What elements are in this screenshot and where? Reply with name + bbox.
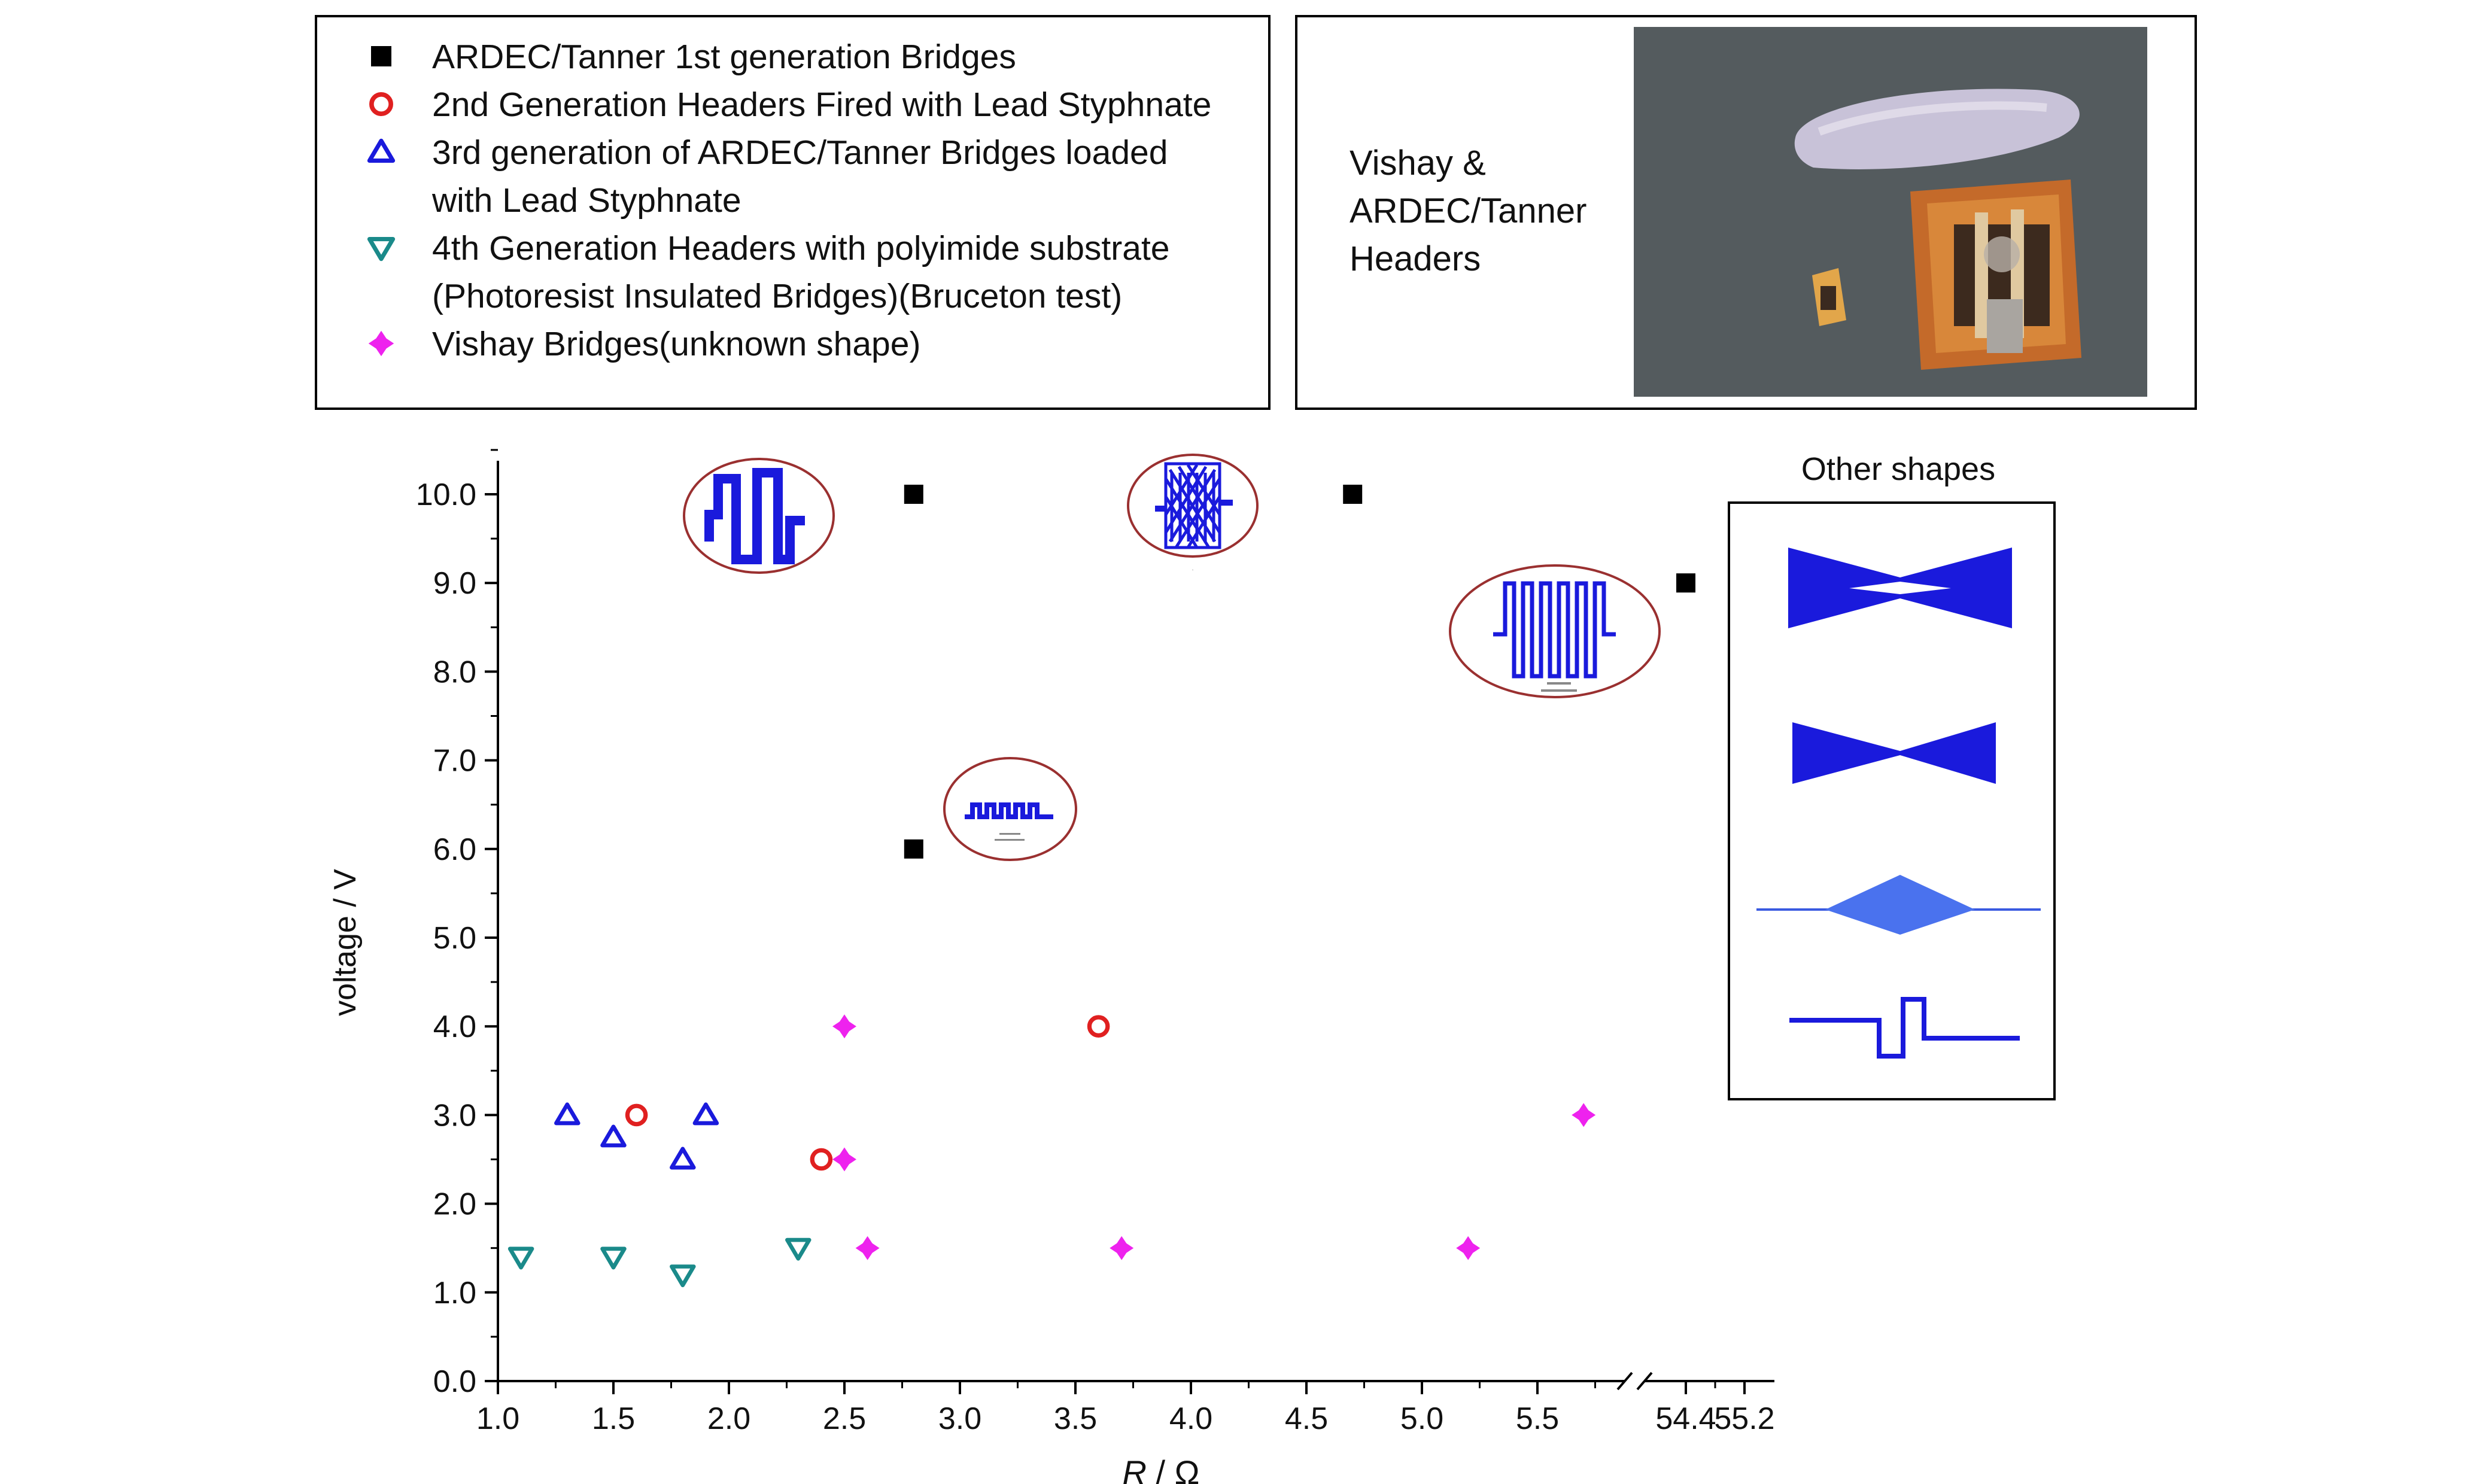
plot-area: 0.01.02.03.04.05.06.07.08.09.010.01.0 1.5… — [328, 449, 1775, 1484]
data-point-square — [904, 839, 923, 859]
legend-marker-triangle-up — [367, 138, 396, 163]
data-point-circle — [1087, 1015, 1110, 1038]
data-point-triangle-down — [600, 1246, 627, 1270]
legend-entry-label: ARDEC/Tanner 1st generation Bridges — [432, 38, 1016, 76]
y-tick-label: 0.0 — [433, 1364, 476, 1399]
bridge-inset-meander-long — [1449, 564, 1661, 698]
data-point-square — [1343, 485, 1363, 504]
data-point-star — [1456, 1236, 1481, 1260]
x-axis-label: R / Ω — [1123, 1453, 1200, 1484]
data-point-triangle-down — [785, 1237, 812, 1261]
data-point-triangle-down — [507, 1246, 534, 1270]
bridge-inset-meander-small — [943, 757, 1077, 861]
y-tick-label: 1.0 — [433, 1276, 476, 1310]
legend-marker-triangle-down — [367, 236, 396, 261]
x-break-tick-label: 55.2 — [1714, 1401, 1774, 1436]
data-point-star — [832, 1147, 856, 1172]
legend-entry-label: 3rd generation of ARDEC/Tanner Bridges l… — [432, 133, 1168, 172]
legend-entry: Vishay Bridges(unknown shape) — [368, 325, 920, 363]
x-tick-label: 4.5 — [1285, 1401, 1328, 1436]
legend-entry-label: 4th Generation Headers with polyimide su… — [432, 229, 1170, 267]
data-point-circle — [810, 1148, 833, 1171]
photo-caption-line-2: ARDEC/Tanner — [1350, 191, 1586, 230]
y-tick-label: 4.0 — [433, 1009, 476, 1044]
y-tick-label: 9.0 — [433, 566, 476, 601]
shape-diamond — [1756, 875, 2041, 935]
data-point-triangle-up — [670, 1147, 696, 1170]
y-tick-label: 8.0 — [433, 655, 476, 689]
legend-entry-label: (Photoresist Insulated Bridges)(Bruceton… — [432, 277, 1122, 315]
data-point-star — [832, 1014, 856, 1039]
x-tick-label: 3.0 — [938, 1401, 981, 1436]
y-tick-label: 7.0 — [433, 744, 476, 779]
shape-bowtie — [1792, 722, 1996, 784]
shape-step-line — [1789, 997, 2020, 1059]
x-tick-label: 4.0 — [1169, 1401, 1212, 1436]
x-break-tick-label: 54.4 — [1655, 1401, 1716, 1436]
legend-frame — [315, 15, 1271, 410]
x-tick-label: 2.5 — [823, 1401, 866, 1436]
bridge-inset-dense-mesh: · — [1127, 454, 1259, 573]
data-point-triangle-down — [670, 1264, 696, 1288]
x-axis-break-mark — [1616, 1372, 1653, 1391]
x-tick-label: 1.5 — [592, 1401, 635, 1436]
data-point-triangle-up — [692, 1102, 719, 1126]
data-point-square — [1676, 573, 1695, 593]
y-tick-label: 3.0 — [433, 1098, 476, 1133]
legend-entry: 4th Generation Headers with polyimide su… — [367, 229, 1170, 315]
legend-entry: ARDEC/Tanner 1st generation Bridges — [371, 38, 1016, 76]
other-shapes-panel: Other shapes — [1728, 451, 2056, 1100]
x-tick-label: 5.5 — [1516, 1401, 1559, 1436]
svg-text:·: · — [1192, 567, 1193, 573]
legend-entry-label: Vishay Bridges(unknown shape) — [432, 325, 920, 363]
legend-entry-label: with Lead Styphnate — [431, 181, 741, 220]
data-point-star — [1572, 1103, 1596, 1127]
y-tick-label: 2.0 — [433, 1187, 476, 1222]
x-tick-label: 2.0 — [707, 1401, 750, 1436]
y-tick-label: 10.0 — [416, 478, 476, 512]
legend-entry: 3rd generation of ARDEC/Tanner Bridges l… — [367, 133, 1168, 220]
x-tick-label: 5.0 — [1400, 1401, 1443, 1436]
legend-entry-label: 2nd Generation Headers Fired with Lead S… — [432, 86, 1211, 124]
photo-caption-line-3: Headers — [1350, 239, 1481, 278]
shape-bowtie-notched — [1788, 548, 2012, 628]
photo-caption-line-1: Vishay & — [1350, 144, 1486, 183]
legend-marker-square — [371, 46, 391, 66]
y-tick-label: 5.0 — [433, 921, 476, 956]
x-axis-label-unit: / Ω — [1147, 1453, 1200, 1484]
bridge-inset-serpentine-wide — [683, 458, 835, 574]
x-tick-label: 3.5 — [1054, 1401, 1097, 1436]
data-point-star — [855, 1236, 880, 1260]
y-axis-label: voltage / V — [328, 869, 363, 1016]
data-point-triangle-up — [600, 1124, 627, 1148]
data-point-circle — [625, 1103, 648, 1127]
data-point-triangle-up — [554, 1102, 580, 1126]
legend-entry: 2nd Generation Headers Fired with Lead S… — [369, 86, 1211, 124]
x-axis-label-symbol: R — [1123, 1453, 1147, 1484]
large-header-chip — [1910, 180, 2081, 370]
legend-marker-star — [368, 330, 394, 357]
other-shapes-title: Other shapes — [1801, 451, 1995, 487]
legend-marker-circle — [369, 92, 393, 116]
data-point-square — [904, 485, 923, 504]
legend: ARDEC/Tanner 1st generation Bridges 2nd G… — [315, 15, 1271, 410]
y-tick-label: 6.0 — [433, 832, 476, 867]
photo-panel: Vishay & ARDEC/Tanner Headers — [1295, 15, 2197, 410]
data-point-star — [1110, 1236, 1134, 1260]
header-photo — [1634, 27, 2147, 397]
small-header-chip — [1812, 268, 1846, 326]
x-tick-label: 1.0 — [476, 1401, 519, 1436]
